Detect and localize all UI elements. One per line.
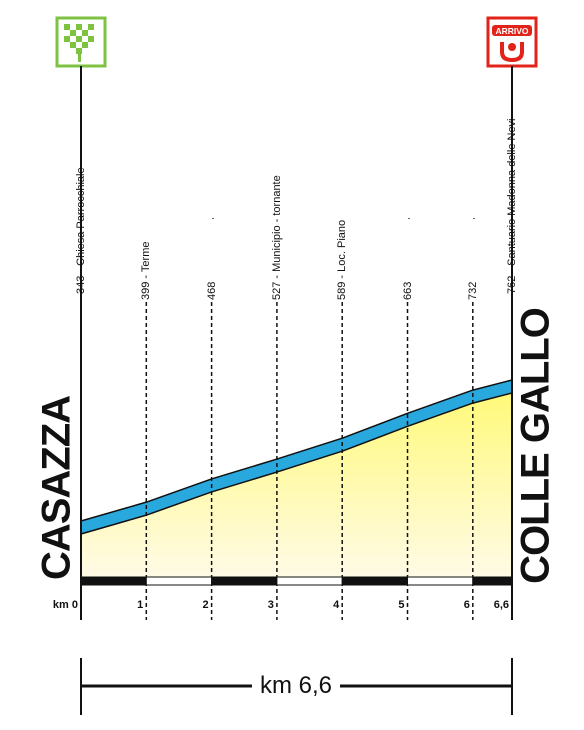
- waypoint-label: 663: [401, 281, 414, 300]
- label-tick-mark: [472, 218, 475, 219]
- km-tick-label: 6,6: [493, 599, 509, 611]
- waypoint-label: 343 - Chiesa Parrocchiale: [75, 167, 87, 294]
- km-bar-segment: [472, 576, 513, 586]
- arrivo-finish-icon: ARRIVO: [486, 16, 538, 68]
- elevation-area: [81, 393, 512, 577]
- waypoint-label: 589 - Loc. Piano: [336, 219, 349, 300]
- checkered-flag-icon: [55, 16, 107, 68]
- label-tick-mark: [211, 218, 214, 219]
- km-tick-label: 5: [398, 599, 405, 611]
- km-bar-segment: [145, 576, 213, 586]
- arrivo-text: ARRIVO: [495, 26, 528, 36]
- waypoint-label: 468: [205, 281, 218, 300]
- waypoint-label: 527 - Municipio - tornante: [270, 175, 283, 300]
- km-tick-label: km 0: [52, 599, 78, 611]
- waypoint-label: 732: [466, 281, 479, 300]
- km-bar-segment: [276, 576, 343, 586]
- waypoint-label: 762 - Santuario Madonna delle Nevi: [506, 118, 518, 294]
- km-bar-segment: [80, 576, 147, 586]
- km-tick-label: 6: [463, 599, 470, 611]
- km-tick-label: 4: [333, 599, 340, 611]
- start-location-label: CASAZZA: [34, 395, 79, 581]
- waypoint-label: 399 - Terme: [140, 241, 153, 301]
- km-tick-label: 3: [267, 599, 274, 611]
- total-distance-label: km 6,6: [251, 672, 341, 700]
- km-bar-segment: [341, 576, 409, 586]
- km-tick-label: 1: [137, 599, 144, 611]
- km-tick-label: 2: [202, 599, 209, 611]
- km-bar-segment: [407, 576, 474, 586]
- finish-location-label: COLLE GALLO: [513, 308, 558, 584]
- km-bar-segment: [211, 576, 278, 586]
- label-tick-mark: [407, 218, 410, 219]
